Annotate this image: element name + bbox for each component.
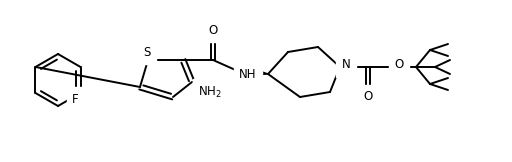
Text: O: O	[208, 23, 218, 36]
Text: F: F	[72, 93, 79, 105]
Text: N: N	[342, 58, 350, 71]
Text: NH: NH	[239, 69, 257, 81]
Polygon shape	[253, 69, 268, 75]
Text: S: S	[143, 46, 151, 58]
Text: O: O	[394, 58, 403, 71]
Text: NH$_2$: NH$_2$	[198, 84, 222, 100]
Text: O: O	[364, 91, 373, 104]
